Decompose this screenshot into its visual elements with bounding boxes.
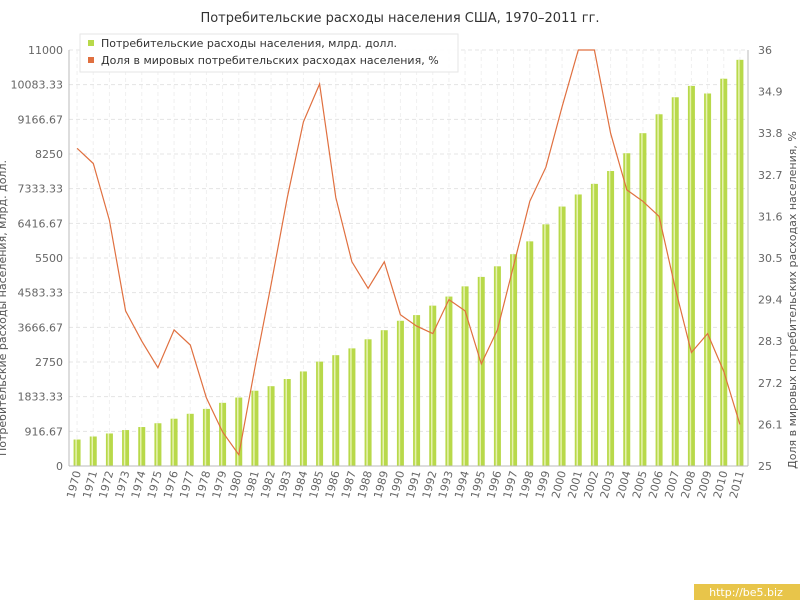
chart-title: Потребительские расходы населения США, 1… — [200, 11, 599, 26]
bar — [267, 386, 275, 466]
bar — [542, 224, 550, 466]
right-tick-label: 32.7 — [758, 169, 783, 182]
bar — [445, 296, 453, 466]
left-tick-label: 11000 — [28, 44, 63, 57]
left-tick-label: 4583.33 — [18, 287, 64, 300]
right-axis-title: Доля в мировых потребительских расходах … — [786, 131, 799, 469]
legend-box — [79, 33, 459, 73]
left-tick-label: 1833.33 — [18, 391, 64, 404]
legend: Потребительские расходы населения, млрд.… — [79, 33, 459, 73]
right-tick-label: 36 — [758, 44, 772, 57]
left-tick-label: 0 — [56, 460, 63, 473]
bar — [558, 206, 566, 467]
bar — [219, 402, 227, 466]
bar — [380, 330, 388, 466]
bar — [639, 133, 647, 466]
axes — [68, 50, 749, 467]
bar — [332, 355, 340, 466]
watermark-badge: http://be5.biz — [694, 584, 800, 600]
bar — [413, 315, 421, 466]
bar — [574, 194, 582, 466]
left-tick-label: 916.67 — [25, 425, 64, 438]
bar — [283, 379, 291, 466]
share-line — [76, 49, 741, 457]
right-tick-label: 34.9 — [758, 86, 783, 99]
legend-marker-line — [88, 57, 94, 63]
right-tick-label: 25 — [758, 460, 772, 473]
bar — [89, 436, 97, 466]
x-axis-ticks: 1970197119721973197419751976197719781979… — [64, 469, 747, 499]
bar — [122, 430, 130, 466]
bar — [655, 114, 663, 467]
bar — [623, 153, 631, 466]
left-axis-ticks: 0 916.67 1833.33 2750 3666.67 4583.33 5500 6416… — [11, 44, 64, 473]
bar — [477, 276, 485, 466]
bar — [461, 286, 469, 466]
bar — [105, 433, 113, 466]
bar-series — [73, 59, 744, 467]
bar — [299, 371, 307, 466]
bar — [364, 339, 372, 466]
bar — [348, 348, 356, 466]
bar — [251, 390, 259, 466]
bar — [704, 93, 712, 466]
bar — [170, 418, 178, 466]
right-tick-label: 31.6 — [758, 210, 783, 223]
left-tick-label: 9166.67 — [18, 113, 64, 126]
bar — [316, 361, 324, 466]
bar — [429, 305, 437, 466]
left-axis-title: Потребительские расходы населения, млрд.… — [0, 160, 9, 456]
bar — [736, 59, 744, 466]
left-tick-label: 8250 — [35, 148, 63, 161]
left-tick-label: 6416.67 — [18, 217, 64, 230]
legend-label-bars: Потребительские расходы населения, млрд.… — [101, 37, 397, 50]
bar — [510, 254, 518, 466]
right-tick-label: 26.1 — [758, 418, 783, 431]
bar — [720, 78, 728, 466]
right-tick-label: 27.2 — [758, 377, 783, 390]
right-tick-label: 29.4 — [758, 294, 783, 307]
left-tick-label: 2750 — [35, 356, 63, 369]
right-tick-label: 33.8 — [758, 127, 783, 140]
left-tick-label: 7333.33 — [18, 183, 64, 196]
bar — [607, 171, 615, 466]
bar — [202, 408, 210, 466]
left-tick-label: 5500 — [35, 252, 63, 265]
right-axis-ticks: 25 26.1 27.2 28.3 29.4 30.5 31.6 32.7 33.8 34.9 36 — [758, 44, 783, 473]
left-tick-label: 3666.67 — [18, 321, 64, 334]
legend-marker-bars — [88, 40, 94, 46]
watermark-text: http://be5.biz — [709, 586, 783, 599]
bar — [235, 397, 243, 466]
legend-label-line: Доля в мировых потребительских расходах … — [101, 54, 439, 67]
bar — [154, 423, 162, 466]
bar — [396, 320, 404, 466]
bar — [671, 97, 679, 466]
right-tick-label: 28.3 — [758, 335, 783, 348]
bar — [186, 413, 194, 466]
left-tick-label: 10083.33 — [11, 79, 64, 92]
bar — [138, 427, 146, 466]
bar — [73, 439, 81, 466]
bar — [526, 241, 534, 466]
bar — [493, 266, 501, 466]
bar — [590, 183, 598, 467]
bar — [687, 85, 695, 466]
right-tick-label: 30.5 — [758, 252, 783, 265]
